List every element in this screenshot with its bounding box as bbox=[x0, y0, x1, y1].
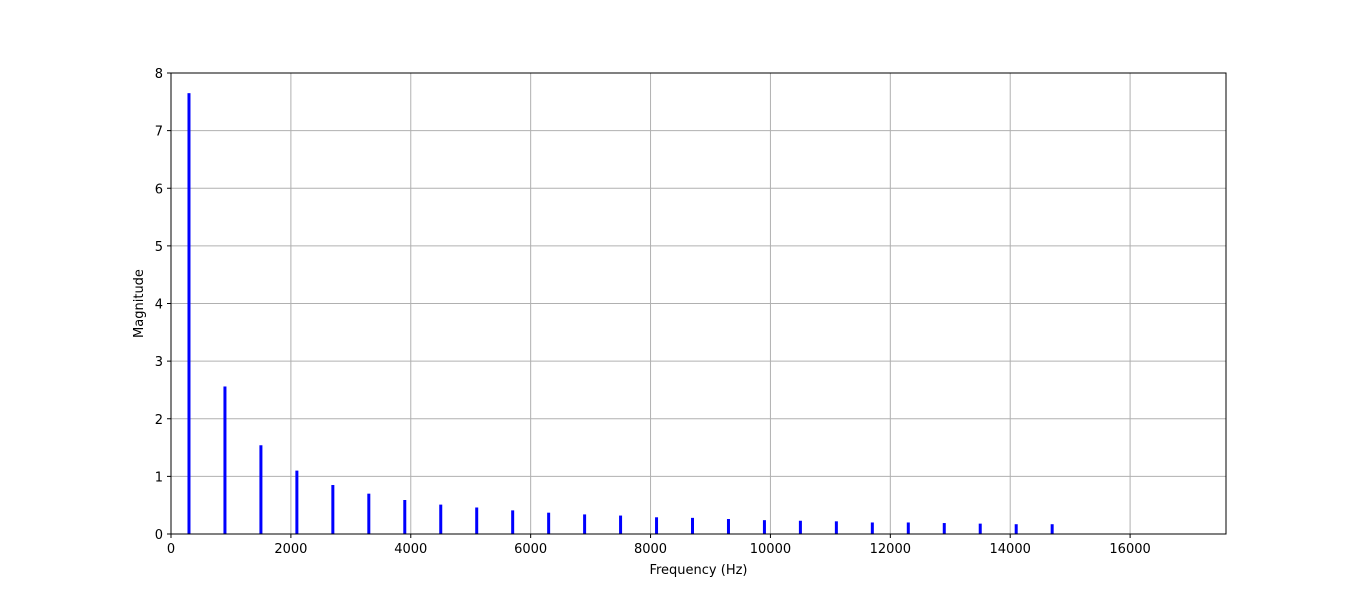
bar bbox=[942, 523, 946, 534]
bar bbox=[547, 512, 551, 534]
bar bbox=[798, 520, 802, 534]
y-axis-ticks: 0 1 2 3 4 5 6 7 8 bbox=[155, 67, 171, 543]
bar bbox=[259, 445, 263, 534]
x-tick-label: 6000 bbox=[514, 542, 547, 557]
bar-series bbox=[187, 93, 1054, 534]
bar bbox=[655, 517, 659, 534]
x-axis-label: Frequency (Hz) bbox=[649, 563, 747, 578]
bar bbox=[870, 522, 874, 534]
x-tick-label: 10000 bbox=[750, 542, 791, 557]
x-axis-ticks: 0 2000 4000 6000 8000 10000 12000 14000 16000 bbox=[167, 534, 1151, 557]
bar bbox=[403, 500, 407, 534]
bar bbox=[619, 515, 623, 534]
bar bbox=[762, 520, 766, 534]
x-tick-label: 12000 bbox=[870, 542, 911, 557]
bar bbox=[726, 519, 730, 534]
grid-lines bbox=[170, 72, 1226, 535]
bar bbox=[583, 514, 587, 534]
bar bbox=[691, 517, 695, 534]
bar bbox=[439, 504, 443, 534]
bar bbox=[906, 522, 910, 534]
y-tick-label: 3 bbox=[155, 355, 163, 370]
bar bbox=[978, 523, 982, 534]
bar bbox=[223, 386, 227, 534]
y-axis-label: Magnitude bbox=[132, 269, 147, 338]
x-tick-label: 14000 bbox=[990, 542, 1031, 557]
bar bbox=[331, 485, 335, 534]
x-tick-label: 16000 bbox=[1109, 542, 1150, 557]
x-tick-label: 4000 bbox=[394, 542, 427, 557]
bar bbox=[1014, 524, 1018, 534]
bar bbox=[834, 521, 838, 534]
y-tick-label: 0 bbox=[155, 528, 163, 543]
bar bbox=[295, 470, 299, 534]
y-tick-label: 7 bbox=[155, 125, 163, 140]
x-tick-label: 0 bbox=[167, 542, 175, 557]
x-tick-label: 2000 bbox=[274, 542, 307, 557]
y-tick-label: 8 bbox=[155, 67, 163, 82]
y-tick-label: 4 bbox=[155, 298, 163, 313]
y-tick-label: 6 bbox=[155, 182, 163, 197]
y-tick-label: 1 bbox=[155, 470, 163, 485]
bar bbox=[367, 493, 371, 534]
x-tick-label: 8000 bbox=[634, 542, 667, 557]
y-tick-label: 5 bbox=[155, 240, 163, 255]
bar bbox=[511, 510, 515, 534]
bar bbox=[187, 93, 191, 534]
y-tick-label: 2 bbox=[155, 413, 163, 428]
bar bbox=[475, 507, 479, 534]
bar bbox=[1050, 524, 1054, 534]
